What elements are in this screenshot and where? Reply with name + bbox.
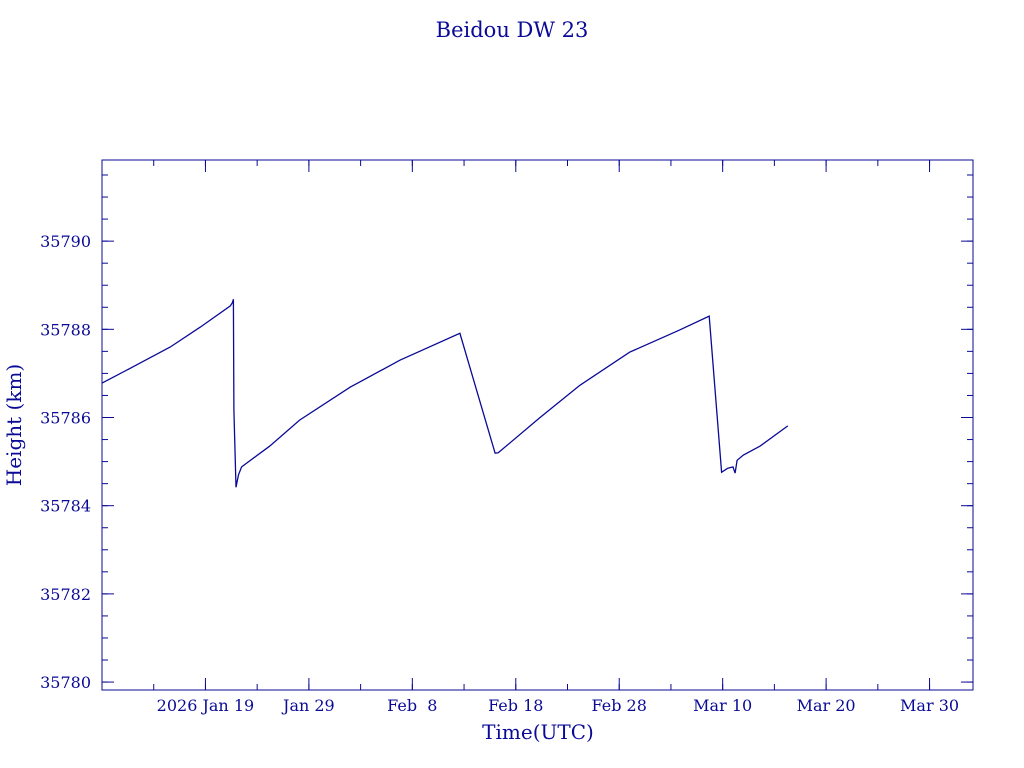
chart-title: Beidou DW 23 xyxy=(436,18,589,42)
y-tick-label: 35780 xyxy=(40,673,91,692)
x-tick-label: Jan 29 xyxy=(281,696,335,715)
x-tick-label: Feb 18 xyxy=(488,696,543,715)
x-tick-label: Feb 28 xyxy=(592,696,647,715)
x-axis-label: Time(UTC) xyxy=(482,720,594,744)
y-tick-label: 35790 xyxy=(40,232,91,251)
x-tick-label: Mar 30 xyxy=(900,696,959,715)
height-series-line xyxy=(101,299,789,488)
y-axis-label: Height (km) xyxy=(2,364,26,486)
y-tick-label: 35786 xyxy=(40,409,91,428)
x-tick-label: Mar 10 xyxy=(693,696,752,715)
x-tick-label: Mar 20 xyxy=(797,696,856,715)
y-tick-label: 35782 xyxy=(40,585,91,604)
plot-frame xyxy=(101,159,974,691)
y-tick-label: 35784 xyxy=(40,497,91,516)
x-tick-label: Feb 8 xyxy=(387,696,437,715)
y-tick-label: 35788 xyxy=(40,320,91,339)
x-tick-label: 2026 Jan 19 xyxy=(157,696,255,715)
